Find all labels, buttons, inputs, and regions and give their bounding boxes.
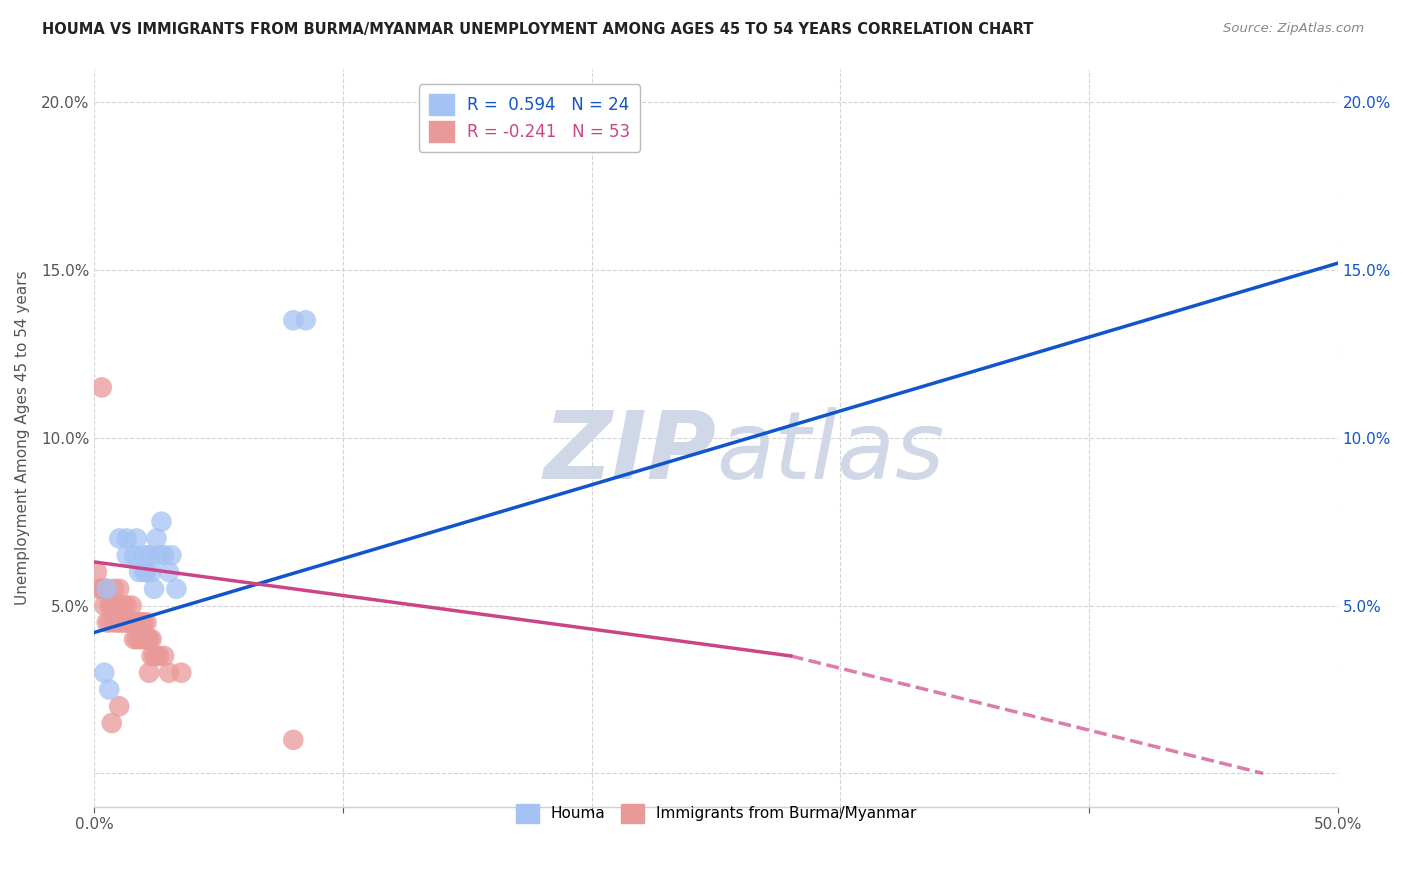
Point: [122, 632, 145, 647]
Point: [131, 632, 153, 647]
Point: [122, 615, 145, 630]
Point: [294, 313, 316, 327]
Point: [115, 532, 138, 546]
Text: ZIP: ZIP: [543, 407, 716, 499]
Point: [141, 565, 163, 579]
Point: [96, 582, 118, 596]
Text: HOUMA VS IMMIGRANTS FROM BURMA/MYANMAR UNEMPLOYMENT AMONG AGES 45 TO 54 YEARS CO: HOUMA VS IMMIGRANTS FROM BURMA/MYANMAR U…: [42, 22, 1033, 37]
Point: [135, 565, 157, 579]
Point: [145, 532, 167, 546]
Text: Source: ZipAtlas.com: Source: ZipAtlas.com: [1223, 22, 1364, 36]
Point: [105, 615, 128, 630]
Point: [108, 699, 131, 714]
Point: [111, 615, 134, 630]
Point: [143, 582, 166, 596]
Point: [138, 632, 160, 647]
Point: [93, 599, 115, 613]
Point: [112, 615, 135, 630]
Point: [148, 648, 170, 663]
Point: [132, 615, 155, 630]
Point: [170, 665, 193, 680]
Point: [89, 582, 111, 596]
Point: [122, 548, 145, 562]
Point: [105, 599, 128, 613]
Point: [108, 532, 131, 546]
Point: [165, 582, 187, 596]
Text: atlas: atlas: [716, 407, 945, 498]
Point: [128, 615, 150, 630]
Legend: Houma, Immigrants from Burma/Myanmar: Houma, Immigrants from Burma/Myanmar: [509, 798, 922, 829]
Point: [143, 648, 166, 663]
Point: [118, 615, 141, 630]
Point: [128, 565, 150, 579]
Point: [103, 615, 125, 630]
Point: [100, 599, 122, 613]
Point: [150, 515, 173, 529]
Point: [141, 632, 163, 647]
Point: [118, 615, 141, 630]
Point: [128, 632, 150, 647]
Point: [160, 548, 183, 562]
Point: [138, 632, 160, 647]
Point: [131, 615, 153, 630]
Point: [93, 665, 115, 680]
Point: [86, 565, 108, 579]
Point: [138, 548, 160, 562]
Point: [90, 380, 112, 394]
Point: [90, 582, 112, 596]
Point: [135, 615, 157, 630]
Point: [121, 599, 143, 613]
Point: [132, 632, 155, 647]
Point: [100, 716, 122, 731]
Point: [98, 615, 121, 630]
Point: [108, 615, 131, 630]
Point: [141, 648, 163, 663]
Point: [121, 615, 143, 630]
Point: [157, 565, 180, 579]
Point: [157, 665, 180, 680]
Point: [115, 548, 138, 562]
Point: [96, 582, 118, 596]
Point: [132, 548, 155, 562]
Point: [98, 682, 121, 697]
Point: [103, 582, 125, 596]
Point: [98, 599, 121, 613]
Point: [125, 532, 148, 546]
Point: [132, 565, 155, 579]
Point: [96, 615, 118, 630]
Point: [283, 732, 305, 747]
Point: [145, 648, 167, 663]
Point: [283, 313, 305, 327]
Point: [138, 665, 160, 680]
Point: [125, 615, 148, 630]
Y-axis label: Unemployment Among Ages 45 to 54 years: Unemployment Among Ages 45 to 54 years: [15, 270, 30, 605]
Point: [93, 582, 115, 596]
Point: [115, 615, 138, 630]
Point: [115, 599, 138, 613]
Point: [148, 548, 170, 562]
Point: [108, 582, 131, 596]
Point: [153, 648, 176, 663]
Point: [125, 632, 148, 647]
Point: [111, 599, 134, 613]
Point: [135, 632, 157, 647]
Point: [153, 548, 176, 562]
Point: [112, 599, 135, 613]
